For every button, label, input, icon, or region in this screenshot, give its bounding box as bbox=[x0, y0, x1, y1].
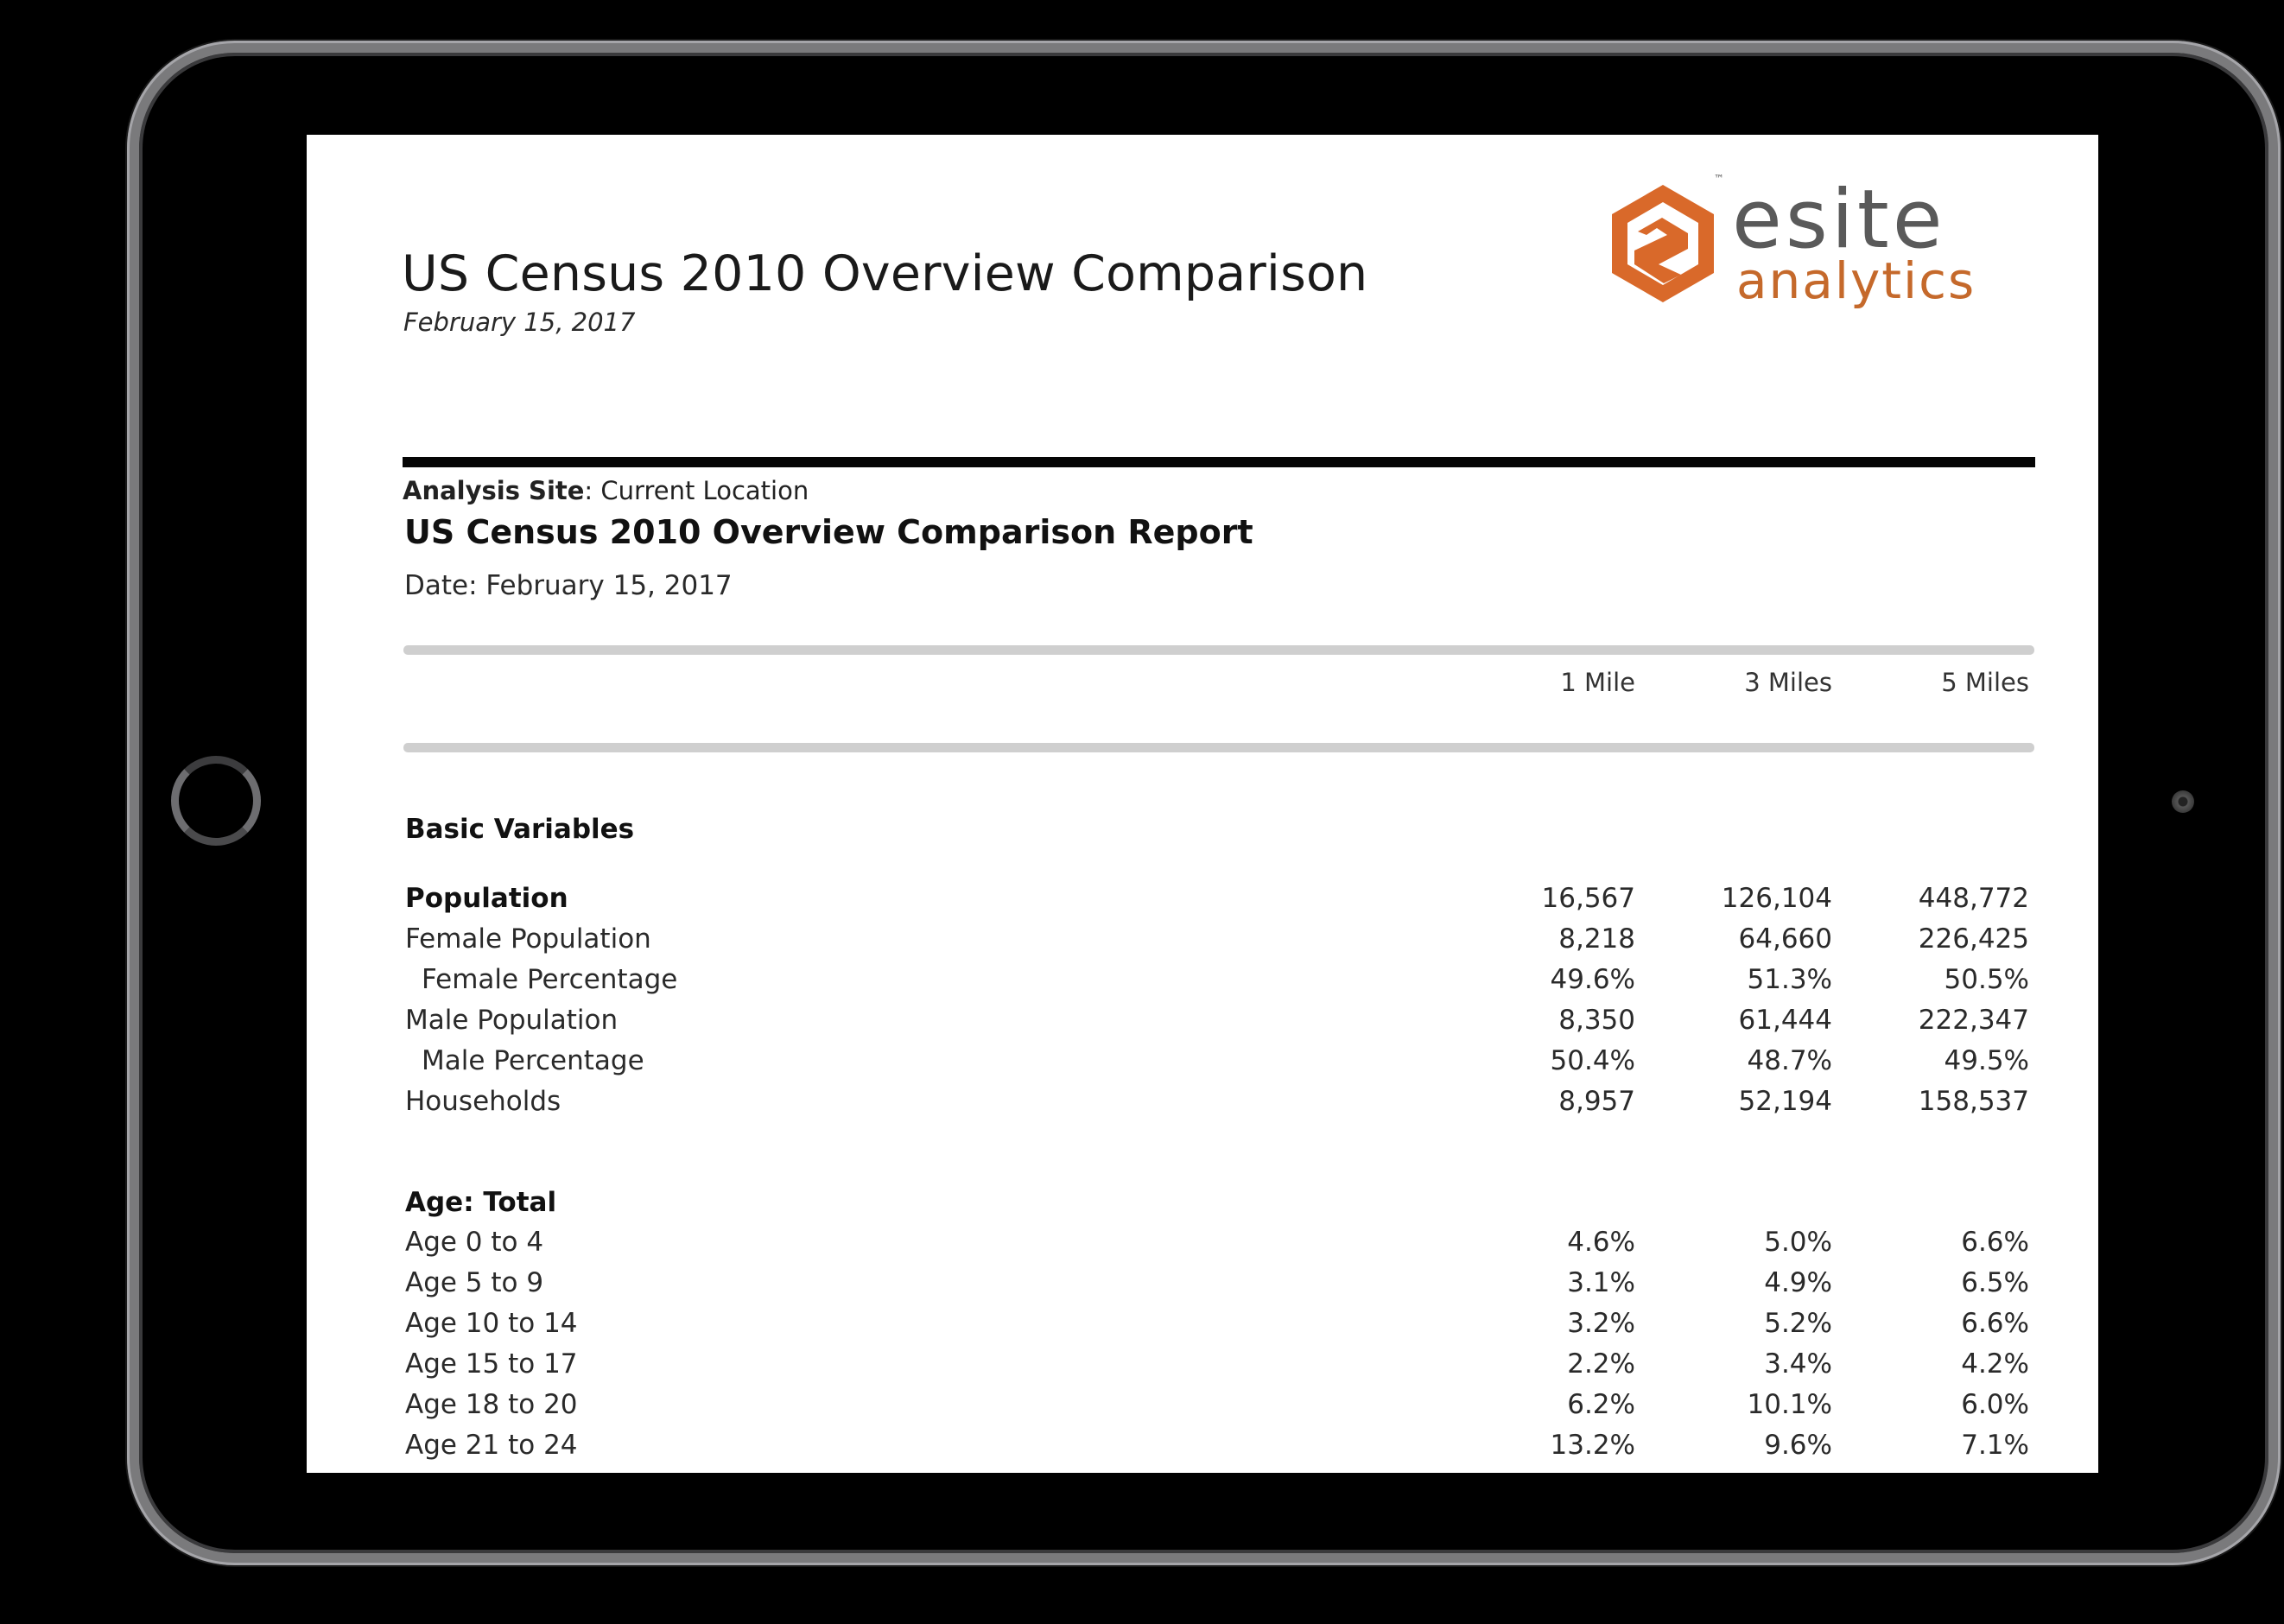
trademark-symbol: ™ bbox=[1714, 173, 1724, 185]
value-5-miles: 448,772 bbox=[1918, 883, 2029, 914]
value-5-miles: 6.5% bbox=[1961, 1267, 2029, 1298]
value-5-miles: 222,347 bbox=[1918, 1005, 2029, 1036]
table-row: Female Percentage 49.6% 51.3% 50.5% bbox=[307, 964, 2098, 1005]
table-row: Age 5 to 9 3.1% 4.9% 6.5% bbox=[307, 1267, 2098, 1308]
value-1-mile: 3.1% bbox=[1567, 1267, 1635, 1298]
value-5-miles: 7.1% bbox=[1961, 1430, 2029, 1461]
esite-analytics-logo: ™ esite analytics bbox=[1607, 173, 2039, 306]
table-row: Age 0 to 4 4.6% 5.0% 6.6% bbox=[307, 1227, 2098, 1267]
table-row: Male Population 8,350 61,444 222,347 bbox=[307, 1005, 2098, 1045]
value-1-mile: 8,957 bbox=[1558, 1086, 1635, 1117]
value-5-miles: 226,425 bbox=[1918, 923, 2029, 955]
section-title-basic-variables: Basic Variables bbox=[405, 814, 635, 845]
value-1-mile: 2.2% bbox=[1567, 1348, 1635, 1380]
value-5-miles: 6.6% bbox=[1961, 1227, 2029, 1258]
value-1-mile: 4.6% bbox=[1567, 1227, 1635, 1258]
table-row: Population 16,567 126,104 448,772 bbox=[307, 883, 2098, 923]
report-date: Date: February 15, 2017 bbox=[404, 570, 733, 601]
table-row: Age 21 to 24 13.2% 9.6% 7.1% bbox=[307, 1430, 2098, 1470]
document-title: US Census 2010 Overview Comparison bbox=[402, 245, 1368, 302]
row-label: Age 5 to 9 bbox=[405, 1267, 544, 1298]
value-5-miles: 6.0% bbox=[1961, 1389, 2029, 1420]
value-5-miles: 49.5% bbox=[1944, 1045, 2029, 1076]
row-label: Age 18 to 20 bbox=[405, 1389, 578, 1420]
table-row: Age 18 to 20 6.2% 10.1% 6.0% bbox=[307, 1389, 2098, 1430]
value-3-miles: 4.9% bbox=[1764, 1267, 1832, 1298]
row-label: Female Percentage bbox=[422, 964, 678, 995]
tablet-screen: US Census 2010 Overview Comparison Febru… bbox=[307, 135, 2098, 1473]
header-divider bbox=[403, 457, 2035, 467]
value-1-mile: 49.6% bbox=[1550, 964, 1635, 995]
table-row: Age 15 to 17 2.2% 3.4% 4.2% bbox=[307, 1348, 2098, 1389]
value-3-miles: 48.7% bbox=[1747, 1045, 1832, 1076]
row-label: Population bbox=[405, 883, 568, 914]
row-label: Male Percentage bbox=[422, 1045, 644, 1076]
analysis-site-label: Analysis Site bbox=[403, 476, 585, 505]
table-header-top-rule bbox=[403, 645, 2034, 655]
row-label: Age 15 to 17 bbox=[405, 1348, 578, 1380]
document-date: February 15, 2017 bbox=[403, 308, 636, 337]
logo-wordmark-esite: esite bbox=[1732, 173, 1946, 267]
column-header-5-miles: 5 Miles bbox=[1941, 668, 2029, 697]
value-1-mile: 16,567 bbox=[1541, 883, 1635, 914]
camera-icon bbox=[2172, 790, 2194, 813]
section-title-age-total: Age: Total bbox=[405, 1187, 557, 1218]
value-3-miles: 5.2% bbox=[1764, 1308, 1832, 1339]
row-label: Female Population bbox=[405, 923, 651, 955]
column-header-1-mile: 1 Mile bbox=[1560, 668, 1635, 697]
value-3-miles: 9.6% bbox=[1764, 1430, 1832, 1461]
value-3-miles: 61,444 bbox=[1738, 1005, 1832, 1036]
analysis-site-value: : Current Location bbox=[584, 476, 809, 505]
value-5-miles: 4.2% bbox=[1961, 1348, 2029, 1380]
value-5-miles: 158,537 bbox=[1918, 1086, 2029, 1117]
table-header-bottom-rule bbox=[403, 743, 2034, 752]
row-label: Age 0 to 4 bbox=[405, 1227, 544, 1258]
home-button[interactable] bbox=[171, 756, 261, 846]
table-row: Age 10 to 14 3.2% 5.2% 6.6% bbox=[307, 1308, 2098, 1348]
row-label: Male Population bbox=[405, 1005, 619, 1036]
value-5-miles: 50.5% bbox=[1944, 964, 2029, 995]
value-1-mile: 13.2% bbox=[1550, 1430, 1635, 1461]
table-row: Female Population 8,218 64,660 226,425 bbox=[307, 923, 2098, 964]
analysis-site: Analysis Site: Current Location bbox=[403, 476, 809, 505]
value-1-mile: 8,218 bbox=[1558, 923, 1635, 955]
table-row: Households 8,957 52,194 158,537 bbox=[307, 1086, 2098, 1126]
value-3-miles: 51.3% bbox=[1747, 964, 1832, 995]
value-1-mile: 50.4% bbox=[1550, 1045, 1635, 1076]
value-1-mile: 3.2% bbox=[1567, 1308, 1635, 1339]
value-3-miles: 5.0% bbox=[1764, 1227, 1832, 1258]
esite-hexagon-logo-icon bbox=[1612, 185, 1714, 302]
logo-wordmark-analytics: analytics bbox=[1736, 251, 1976, 310]
table-row: Male Percentage 50.4% 48.7% 49.5% bbox=[307, 1045, 2098, 1086]
value-1-mile: 6.2% bbox=[1567, 1389, 1635, 1420]
column-header-3-miles: 3 Miles bbox=[1744, 668, 1832, 697]
row-label: Age 10 to 14 bbox=[405, 1308, 578, 1339]
row-label: Households bbox=[405, 1086, 561, 1117]
value-3-miles: 64,660 bbox=[1738, 923, 1832, 955]
value-3-miles: 10.1% bbox=[1747, 1389, 1832, 1420]
value-1-mile: 8,350 bbox=[1558, 1005, 1635, 1036]
value-3-miles: 126,104 bbox=[1721, 883, 1832, 914]
value-3-miles: 3.4% bbox=[1764, 1348, 1832, 1380]
report-title: US Census 2010 Overview Comparison Repor… bbox=[404, 513, 1253, 551]
value-5-miles: 6.6% bbox=[1961, 1308, 2029, 1339]
value-3-miles: 52,194 bbox=[1738, 1086, 1832, 1117]
row-label: Age 21 to 24 bbox=[405, 1430, 578, 1461]
